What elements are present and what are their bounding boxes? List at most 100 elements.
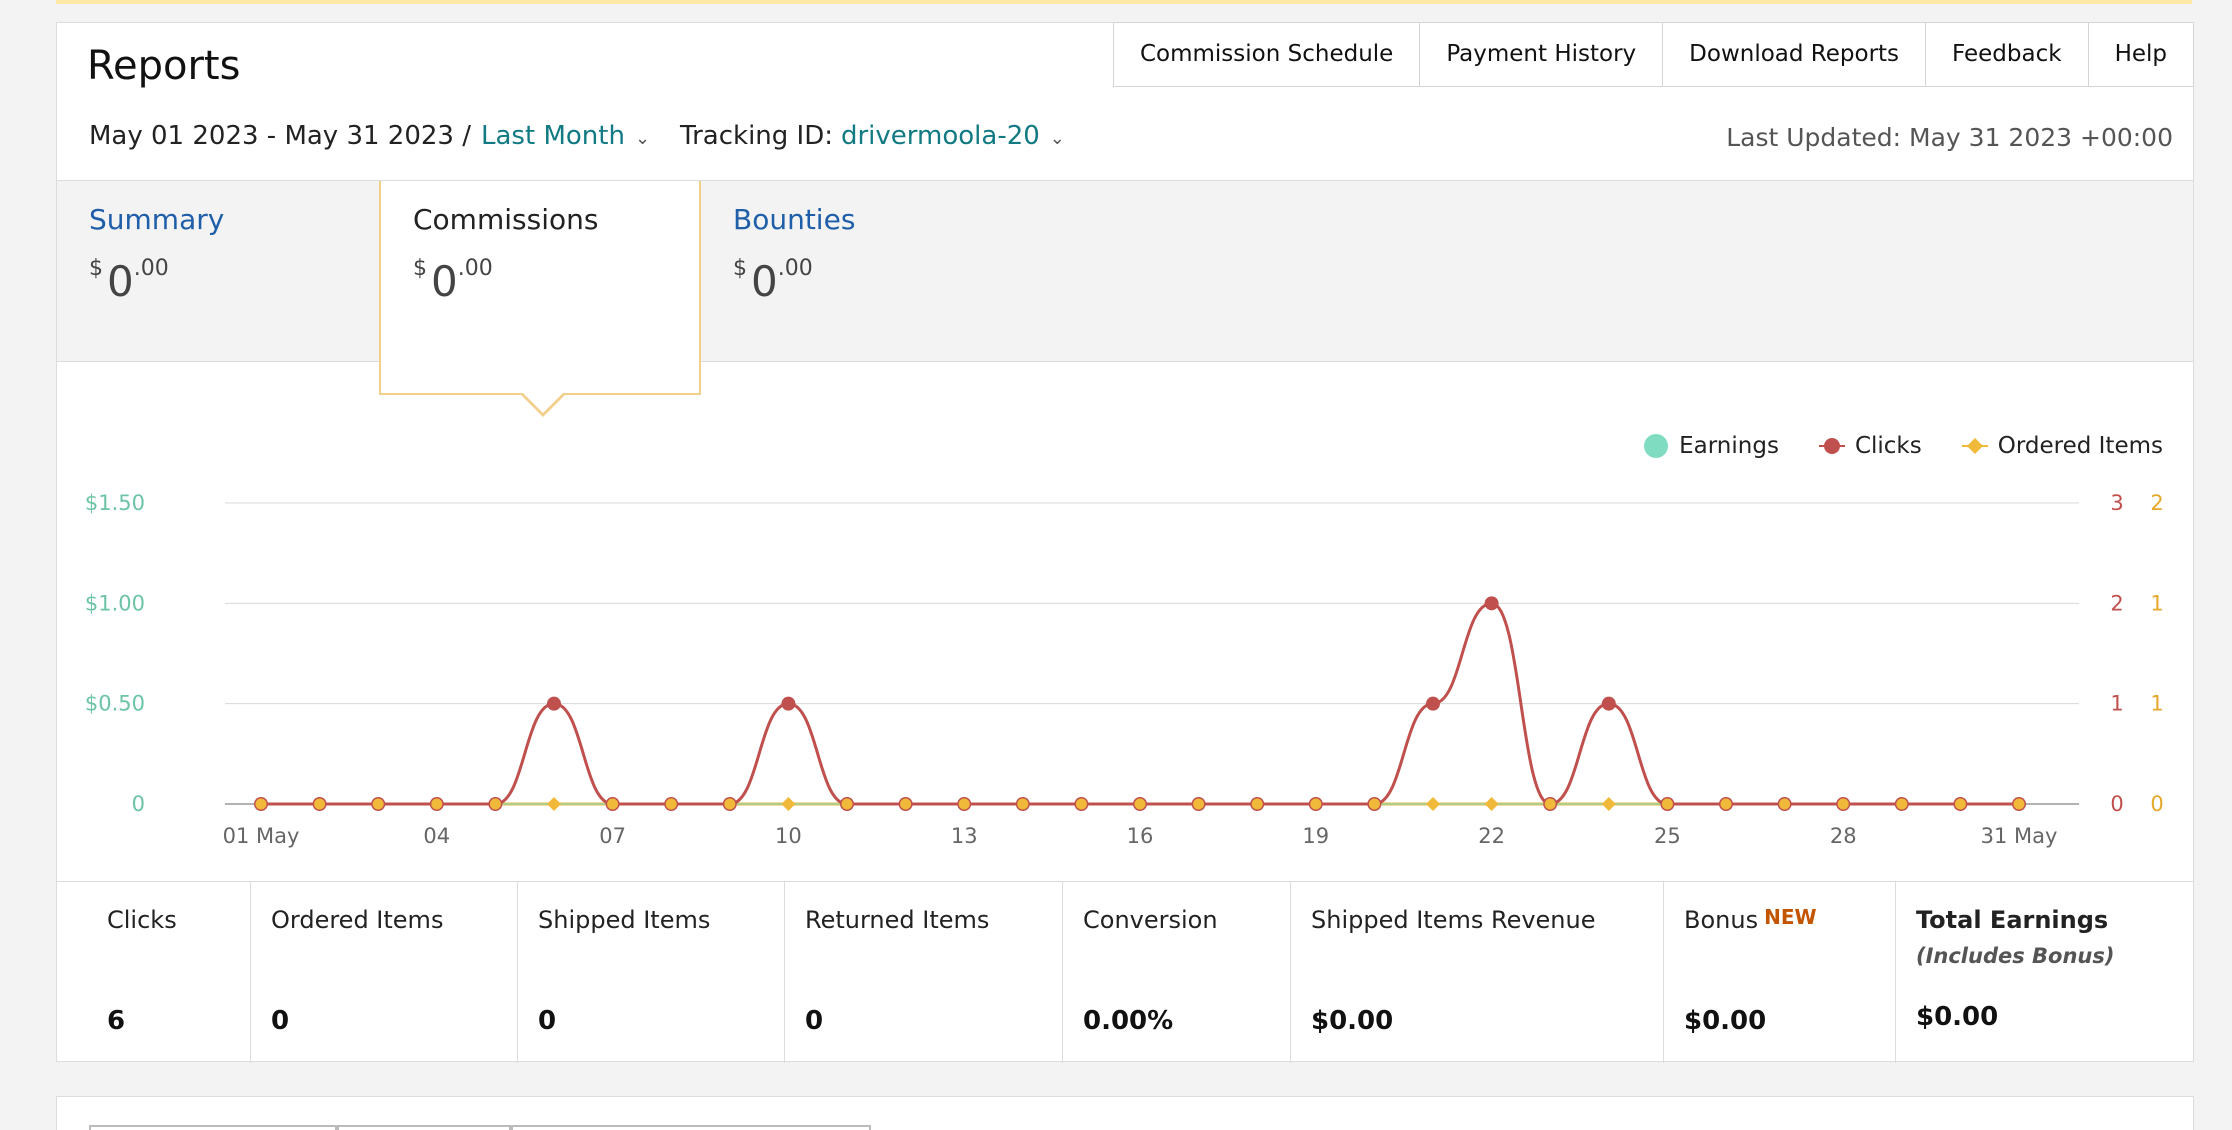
report-filters: May 01 2023 - May 31 2023 / Last Month ⌄… — [89, 121, 1065, 151]
tab-label: Commissions — [413, 203, 599, 236]
ordered-items-point — [1134, 798, 1146, 810]
stat-shipped-items-revenue: Shipped Items Revenue $0.00 — [1291, 882, 1664, 1063]
stat-ordered-items: Ordered Items 0 — [251, 882, 518, 1063]
date-range: May 01 2023 - May 31 2023 / — [89, 121, 472, 151]
period-dropdown[interactable]: Last Month — [481, 121, 625, 151]
help-link[interactable]: Help — [2088, 22, 2194, 86]
stat-label: Conversion — [1083, 906, 1218, 934]
amount-decimal: .00 — [133, 256, 169, 281]
amount-whole: 0 — [431, 257, 458, 306]
legend-clicks[interactable]: Clicks — [1818, 433, 1922, 459]
x-tick-label: 01 May — [223, 824, 300, 848]
ordered-items-point — [255, 798, 267, 810]
page-title: Reports — [87, 43, 241, 89]
report-table-tab[interactable] — [337, 1125, 511, 1130]
ordered-items-point — [1601, 797, 1616, 811]
report-table-tab[interactable] — [89, 1125, 337, 1130]
currency-symbol: $ — [733, 256, 747, 281]
ordered-items-point — [958, 798, 970, 810]
y-right-clicks-tick-label: 0 — [2110, 792, 2123, 816]
x-tick-label: 31 May — [1981, 824, 2058, 848]
top-links: Commission Schedule Payment History Down… — [1112, 22, 2194, 87]
stat-value: 0 — [538, 1006, 557, 1036]
clicks-point — [1601, 696, 1616, 711]
clicks-point — [1426, 696, 1440, 711]
x-tick-label: 16 — [1127, 824, 1154, 848]
stat-label: Ordered Items — [271, 906, 444, 934]
new-badge: NEW — [1764, 905, 1817, 929]
tracking-id-dropdown[interactable]: drivermoola-20 — [840, 121, 1040, 151]
y-right-clicks-tick-label: 3 — [2110, 491, 2123, 515]
tab-commissions[interactable]: Commissions $ 0 .00 — [379, 181, 701, 417]
stat-sublabel: (Includes Bonus) — [1916, 944, 2115, 968]
chart-legend: Earnings Clicks Ordered Items — [1603, 433, 2163, 459]
stat-conversion: Conversion 0.00% — [1063, 882, 1291, 1063]
tab-bounties[interactable]: Bounties $ 0 .00 — [701, 181, 1023, 363]
stat-label: Shipped Items Revenue — [1311, 906, 1596, 934]
series-line-clicks — [261, 601, 2019, 806]
ordered-items-point — [547, 797, 561, 811]
x-tick-label: 13 — [951, 824, 978, 848]
y-right-clicks-tick-label: 1 — [2110, 692, 2123, 716]
last-updated: Last Updated: May 31 2023 +00:00 — [1726, 123, 2173, 152]
ordered-items-point — [1368, 798, 1380, 810]
chart-plot: 0 0 0 $0.50 1 1 $1.00 2 1 $1.50 3 2 01 May 04 07 10 13 16… — [85, 491, 2164, 848]
ordered-items-point — [1779, 798, 1791, 810]
y-right-ordered-tick-label: 2 — [2150, 491, 2163, 515]
stat-value: $0.00 — [1311, 1006, 1394, 1036]
download-reports-link[interactable]: Download Reports — [1663, 22, 1927, 86]
legend-ordered-items[interactable]: Ordered Items — [1961, 433, 2163, 459]
ordered-items-point — [900, 798, 912, 810]
ordered-diamond-icon — [1961, 438, 1988, 454]
ordered-items-point — [1896, 798, 1908, 810]
y-right-ordered-tick-label: 0 — [2150, 792, 2163, 816]
tab-amount: $ 0 .00 — [413, 254, 699, 304]
ordered-items-point — [1193, 798, 1205, 810]
x-tick-label: 04 — [423, 824, 450, 848]
y-left-tick-label: $1.00 — [85, 591, 145, 615]
ordered-items-point — [314, 798, 326, 810]
x-tick-label: 25 — [1654, 824, 1681, 848]
ordered-items-point — [1954, 798, 1966, 810]
tab-summary[interactable]: Summary $ 0 .00 — [57, 181, 379, 363]
clicks-point — [781, 696, 796, 711]
ordered-items-point — [1720, 798, 1732, 810]
y-left-tick-label: 0 — [132, 792, 145, 816]
payment-history-link[interactable]: Payment History — [1420, 22, 1664, 86]
amount-whole: 0 — [751, 257, 778, 306]
clicks-point — [547, 696, 561, 711]
ordered-items-point — [1017, 798, 1029, 810]
ordered-items-point — [1661, 798, 1673, 810]
chevron-down-icon[interactable]: ⌄ — [634, 127, 651, 149]
ordered-items-point — [607, 798, 619, 810]
legend-earnings[interactable]: Earnings — [1643, 433, 1779, 459]
commission-schedule-link[interactable]: Commission Schedule — [1113, 22, 1421, 86]
currency-symbol: $ — [413, 256, 427, 281]
y-right-clicks-tick-label: 2 — [2110, 591, 2123, 615]
ordered-items-point — [781, 797, 796, 811]
stat-value: $0.00 — [1916, 1002, 1999, 1032]
feedback-link[interactable]: Feedback — [1926, 22, 2089, 86]
tab-amount: $ 0 .00 — [733, 254, 1023, 304]
stat-shipped-items: Shipped Items 0 — [518, 882, 785, 1063]
ordered-items-point — [2013, 798, 2025, 810]
y-right-ordered-tick-label: 1 — [2150, 692, 2163, 716]
report-table-tab[interactable] — [511, 1125, 871, 1130]
ordered-items-point — [1837, 798, 1849, 810]
ordered-items-point — [665, 798, 677, 810]
amount-decimal: .00 — [457, 256, 493, 281]
ordered-items-point — [489, 798, 501, 810]
ordered-items-point — [1075, 798, 1087, 810]
legend-label: Ordered Items — [1997, 433, 2163, 459]
earnings-tabs: Summary $ 0 .00 Commissions $ 0 .00 Boun… — [57, 180, 2193, 417]
clicks-point — [1484, 596, 1499, 611]
y-left-tick-label: $0.50 — [85, 692, 145, 716]
x-tick-label: 07 — [599, 824, 626, 848]
stats-bar: Clicks 6 Ordered Items 0 Shipped Items 0… — [57, 881, 2193, 1063]
ordered-items-point — [372, 798, 384, 810]
legend-label: Clicks — [1854, 433, 1922, 459]
stat-value: 0.00% — [1083, 1006, 1174, 1036]
stat-label: Returned Items — [805, 906, 990, 934]
chevron-down-icon[interactable]: ⌄ — [1049, 127, 1065, 149]
tab-label: Bounties — [733, 203, 856, 236]
